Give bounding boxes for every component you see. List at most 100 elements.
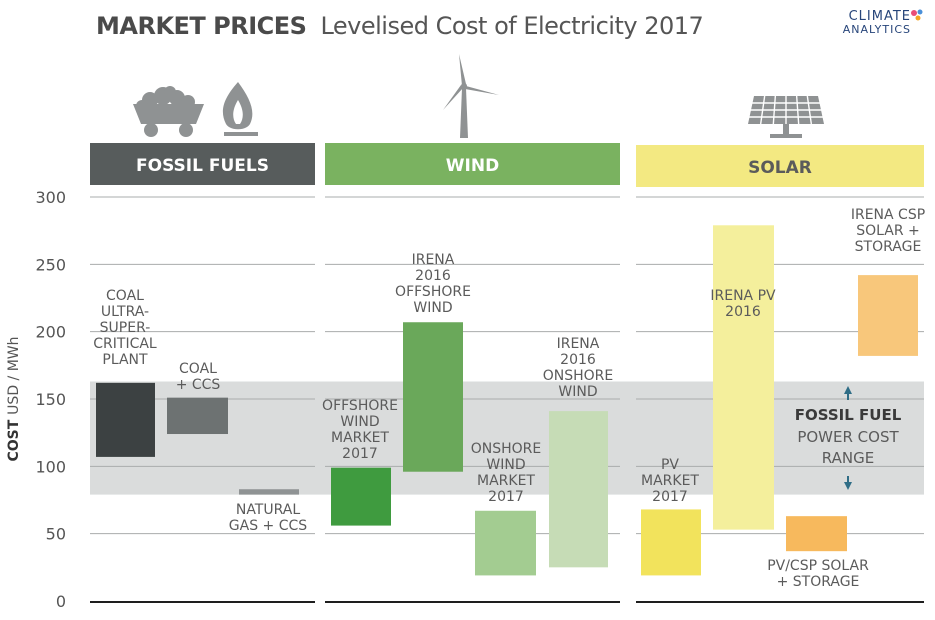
bar-label-line: WIND xyxy=(413,300,452,316)
title-bold: MARKET PRICES xyxy=(96,12,307,40)
group-header-label: WIND xyxy=(446,156,499,176)
wind-turbine-icon xyxy=(443,54,499,138)
bar-label-line: 2016 xyxy=(725,304,761,320)
bar-label-line: MARKET xyxy=(477,473,535,489)
bar-label-line: ONSHORE xyxy=(471,441,542,457)
bar-label-line: 2017 xyxy=(652,489,688,505)
y-tick-label: 200 xyxy=(35,323,66,342)
range-bar xyxy=(167,397,228,435)
bar-label-line: NATURAL xyxy=(236,502,300,518)
y-tick-label: 150 xyxy=(35,390,66,409)
range-bar xyxy=(549,411,608,568)
range-bar xyxy=(96,382,155,457)
range-bar xyxy=(641,509,701,576)
bar-label-line: WIND xyxy=(558,384,597,400)
bar-label: COAL ULTRA-SUPER-CRITICAL PLANT xyxy=(93,288,157,368)
bar-label-line: WIND xyxy=(486,457,525,473)
bar-label: PV/CSP SOLAR + STORAGE xyxy=(767,558,869,590)
bar-label: COAL + CCS xyxy=(176,361,221,393)
bar-label-line: 2017 xyxy=(488,489,524,505)
bar-label-line: PV xyxy=(661,457,679,473)
bar-label-line: COAL xyxy=(106,288,144,304)
y-tick-label: 250 xyxy=(35,255,66,274)
bar-label-line: PLANT xyxy=(102,352,148,368)
range-bar xyxy=(786,516,847,552)
bar-label-line: ONSHORE xyxy=(543,368,614,384)
y-axis-label-unit: USD / MWh xyxy=(6,336,22,414)
fossil-range-label-line: RANGE xyxy=(822,449,874,467)
fossil-range-label-line: POWER COST xyxy=(797,428,899,446)
bar-label: IRENA CSP SOLAR + STORAGE xyxy=(851,207,925,255)
gas-flame-icon xyxy=(222,82,258,136)
turbine-blade xyxy=(443,85,463,110)
bar-label-line: OFFSHORE xyxy=(395,284,471,300)
bar-label-line: WIND xyxy=(340,414,379,430)
range-bar xyxy=(858,275,918,356)
turbine-tower xyxy=(460,88,468,138)
bar-label-line: MARKET xyxy=(641,473,699,489)
fossil-range-label-bold: FOSSIL FUEL xyxy=(795,406,902,424)
coal-cart-icon xyxy=(133,86,204,137)
bar-label-line: CRITICAL xyxy=(93,336,157,352)
cart-wheel xyxy=(179,123,193,137)
bar-label-line: PV/CSP SOLAR xyxy=(767,558,869,574)
logo-line1: CLIMATE xyxy=(848,9,911,24)
group-header-wind xyxy=(325,143,620,185)
bar-label-line: GAS + CCS xyxy=(229,518,307,534)
turbine-blade xyxy=(465,86,499,95)
bar-label-line: COAL xyxy=(179,361,217,377)
bar-label: PV MARKET 2017 xyxy=(641,457,699,505)
y-axis-label: COST USD / MWh xyxy=(6,336,22,461)
y-tick-label: 0 xyxy=(56,592,66,611)
bar-label-line: IRENA xyxy=(557,336,600,352)
bar-label-line: 2017 xyxy=(342,446,378,462)
range-bar xyxy=(331,467,391,526)
bar-label-line: + CCS xyxy=(176,377,221,393)
bar-label-line: OFFSHORE xyxy=(322,398,398,414)
group-header-label: FOSSIL FUELS xyxy=(136,156,269,176)
logo-line2: ANALYTICS xyxy=(842,23,911,36)
climate-analytics-logo: CLIMATE ANALYTICS xyxy=(842,9,923,36)
bar-label: IRENA PV 2016 xyxy=(710,288,776,320)
bar-label-line: IRENA PV xyxy=(710,288,776,304)
group-header-solar xyxy=(636,145,924,187)
flame-shape xyxy=(222,82,253,130)
bar-label-line: IRENA xyxy=(412,252,455,268)
y-axis-label-bold: COST xyxy=(6,415,22,462)
bar-label: NATURAL GAS + CCS xyxy=(229,502,307,534)
panel-base xyxy=(770,134,802,138)
cart-wheel xyxy=(144,123,158,137)
bar-label-line: 2016 xyxy=(560,352,596,368)
logo-dots-icon xyxy=(911,9,923,21)
range-bar xyxy=(713,225,774,530)
burner-base xyxy=(224,132,258,136)
range-bar xyxy=(239,489,299,495)
bar-label-line: IRENA CSP xyxy=(851,207,925,223)
bar-label-line: MARKET xyxy=(331,430,389,446)
y-tick-label: 100 xyxy=(35,457,66,476)
bar-label: ONSHORE WIND MARKET 2017 xyxy=(471,441,542,505)
bar-label-line: SUPER- xyxy=(100,320,151,336)
bar-label-line: + STORAGE xyxy=(777,574,860,590)
group-header-fossil-fuels xyxy=(90,143,315,185)
cart-body xyxy=(133,104,204,124)
title-light: Levelised Cost of Electricity 2017 xyxy=(320,12,704,40)
range-bar xyxy=(403,322,463,472)
coal-lump xyxy=(164,86,176,98)
solar-panel-icon xyxy=(745,95,827,138)
bar-label: IRENA 2016 ONSHORE WIND xyxy=(543,336,614,400)
bar-label-line: ULTRA- xyxy=(101,304,149,320)
bar-label: IRENA 2016 OFFSHORE WIND xyxy=(395,252,471,316)
bar-label-line: SOLAR + xyxy=(856,223,920,239)
y-tick-label: 50 xyxy=(46,525,66,544)
y-tick-label: 300 xyxy=(35,188,66,207)
turbine-blade xyxy=(459,54,466,86)
bar-label: OFFSHORE WIND MARKET 2017 xyxy=(322,398,398,462)
bar-label-line: STORAGE xyxy=(855,239,922,255)
arrow-up-icon xyxy=(844,386,852,400)
arrow-down-icon xyxy=(844,476,852,490)
chart-title: MARKET PRICES Levelised Cost of Electrici… xyxy=(96,12,704,40)
fossil-fuel-range-band xyxy=(90,381,924,495)
range-bar xyxy=(475,510,536,576)
